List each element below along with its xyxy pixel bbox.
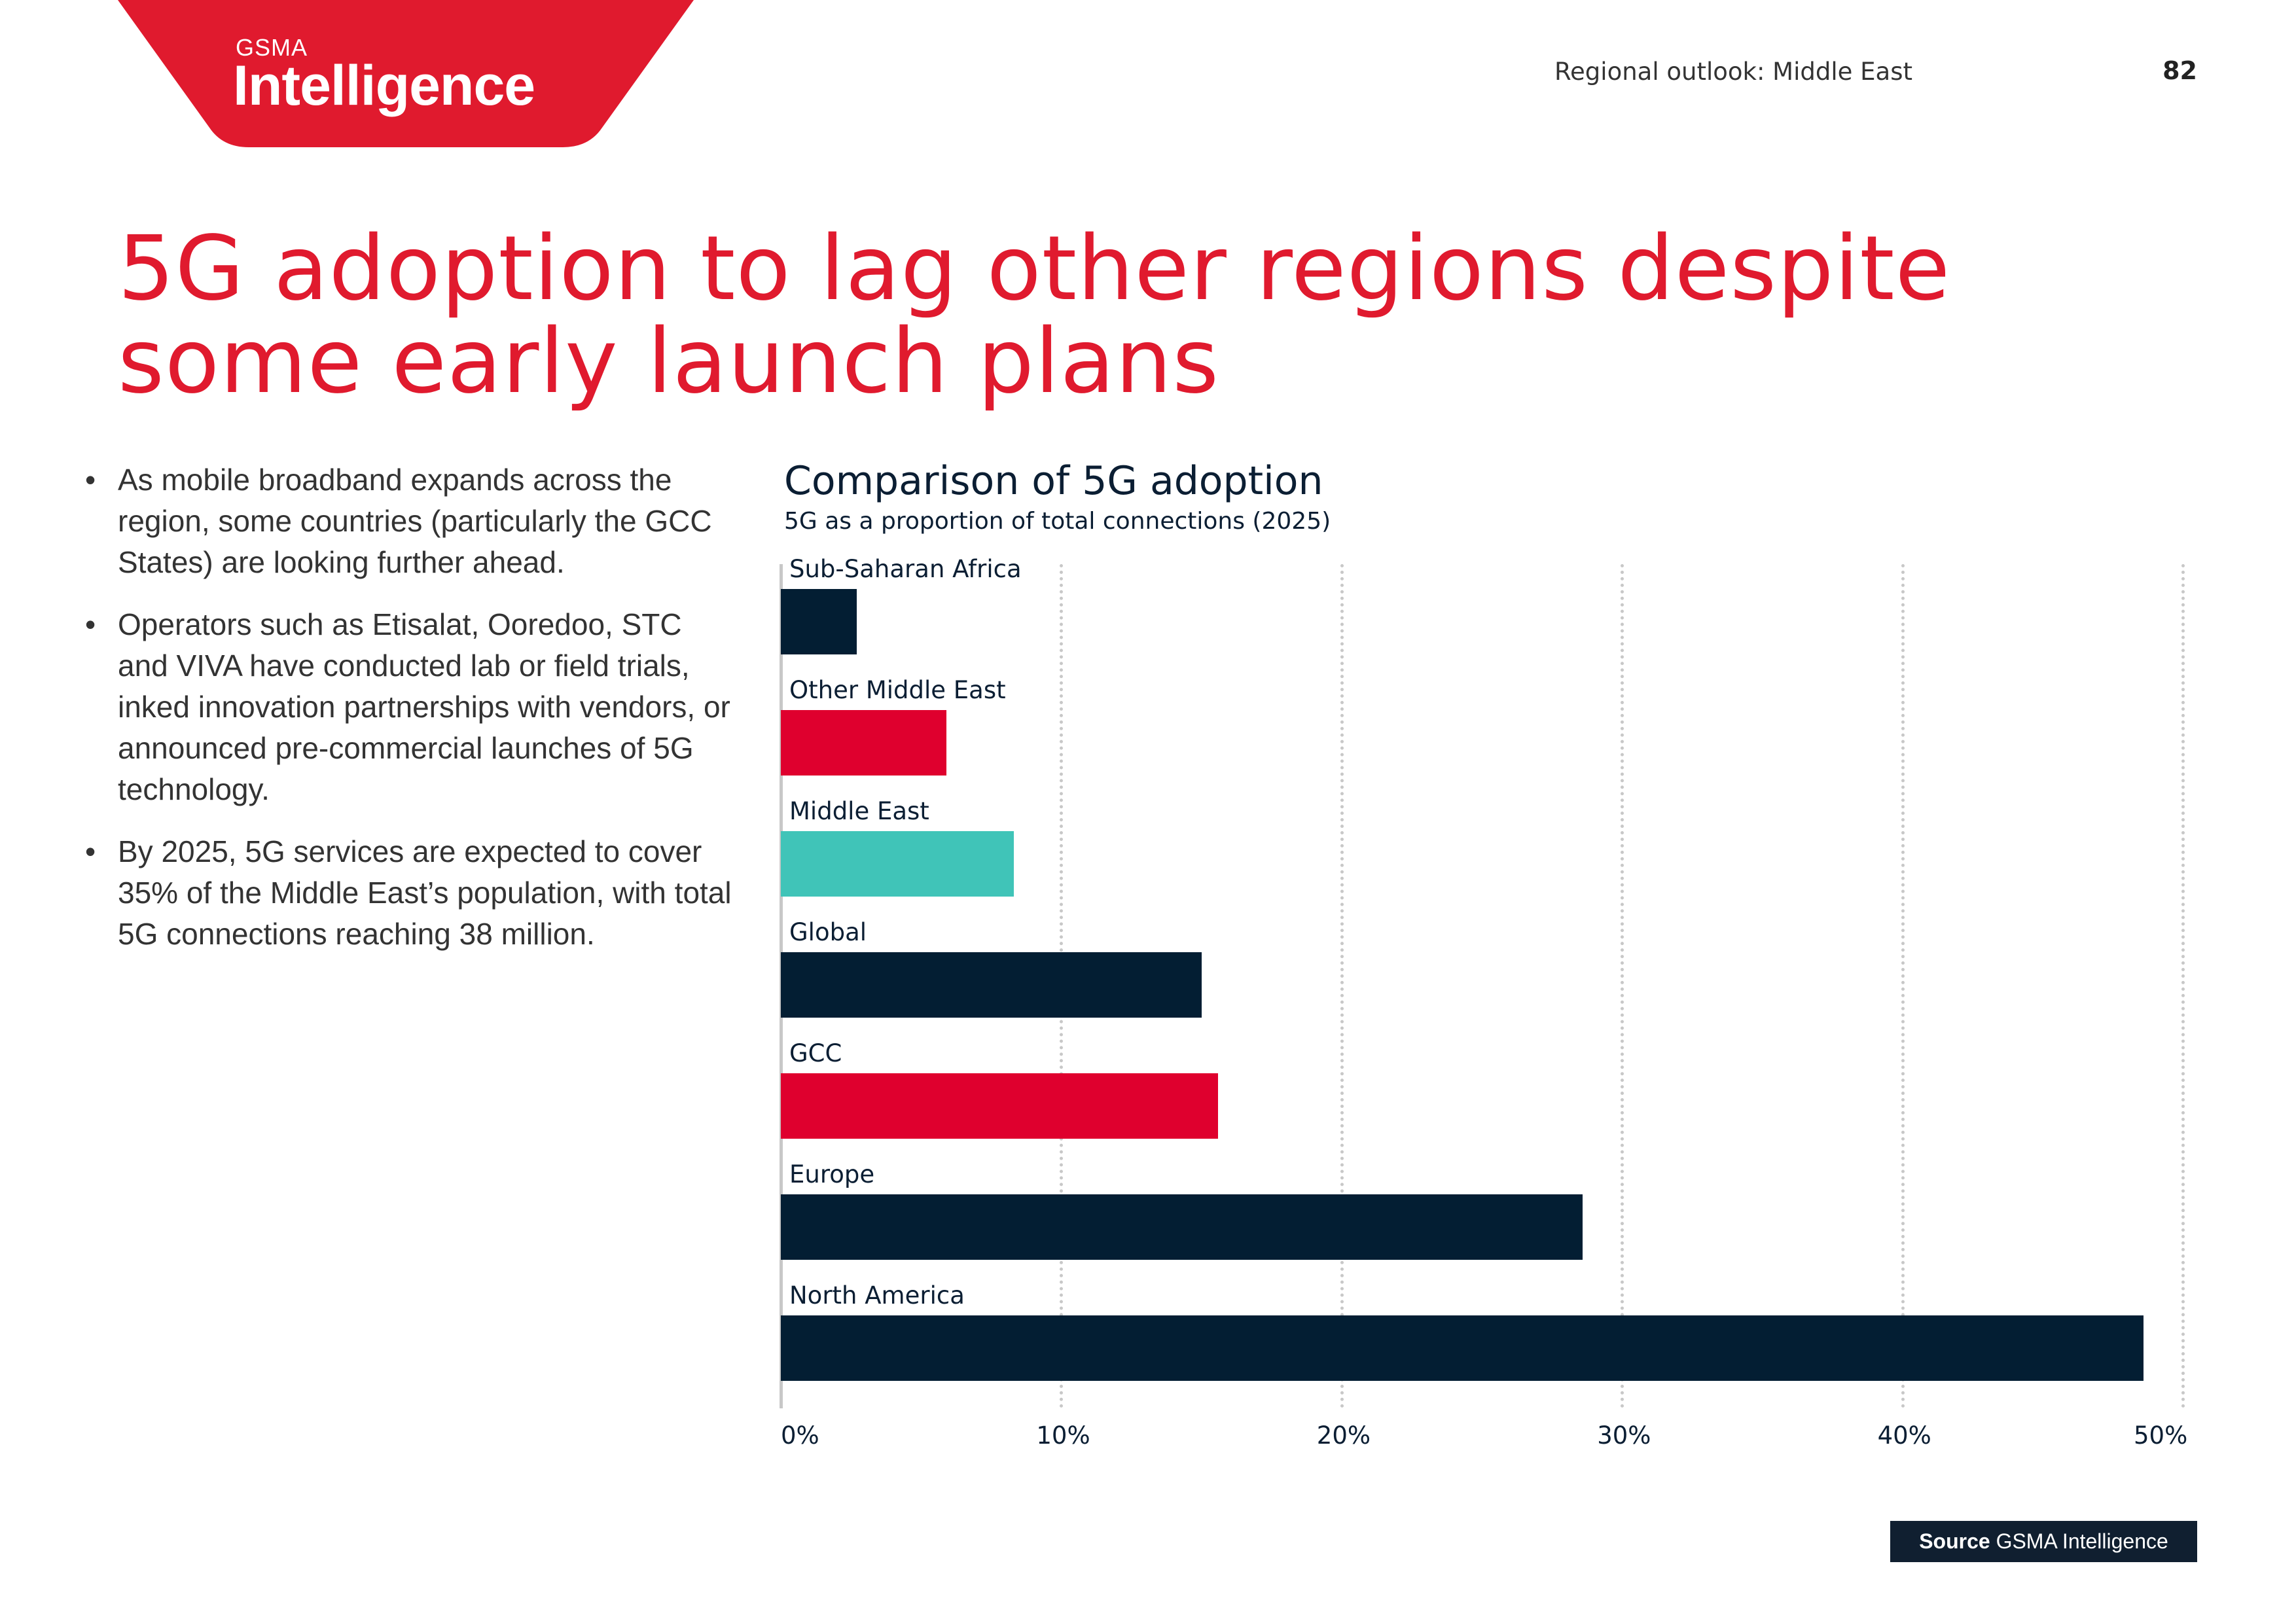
section-name: Regional outlook: Middle East xyxy=(1554,58,1912,86)
chart-title: Comparison of 5G adoption xyxy=(784,458,1323,504)
source-text: GSMA Intelligence xyxy=(1996,1529,2168,1553)
category-label: Middle East xyxy=(789,797,929,825)
page-title: 5G adoption to lag other regions despite… xyxy=(118,217,1951,414)
bullet-list: • As mobile broadband expands across the … xyxy=(85,459,740,976)
bar xyxy=(781,952,1202,1018)
x-tick-label: 50% xyxy=(2134,1421,2188,1450)
gridline xyxy=(1340,564,1344,1408)
logo-intelligence-text: Intelligence xyxy=(233,54,535,117)
bullet-text: By 2025, 5G services are expected to cov… xyxy=(118,834,732,951)
source-note: Source GSMA Intelligence xyxy=(1890,1521,2197,1562)
bar xyxy=(781,1073,1219,1139)
category-label: Global xyxy=(789,918,867,946)
x-tick-label: 10% xyxy=(1036,1421,1090,1450)
bar xyxy=(781,1194,1583,1260)
bullet-icon: • xyxy=(85,607,96,641)
category-label: Other Middle East xyxy=(789,676,1006,704)
category-label: North America xyxy=(789,1281,965,1310)
bar xyxy=(781,1315,2144,1381)
logo-background xyxy=(118,0,694,147)
chart-subtitle: 5G as a proportion of total connections … xyxy=(784,508,1331,535)
source-label: Source xyxy=(1919,1529,1990,1553)
gridline xyxy=(1621,564,1624,1408)
page-number: 82 xyxy=(2162,56,2197,85)
bullet-item: • As mobile broadband expands across the … xyxy=(85,459,740,583)
bar xyxy=(781,831,1014,897)
bar xyxy=(781,710,946,776)
bullet-icon: • xyxy=(85,834,96,868)
bullet-icon: • xyxy=(85,463,96,497)
bullet-text: Operators such as Etisalat, Ooredoo, STC… xyxy=(118,607,730,806)
logo-gsma-text: GSMA xyxy=(236,34,308,61)
x-tick-label: 40% xyxy=(1877,1421,1931,1450)
gsma-intelligence-logo: GSMA Intelligence xyxy=(118,0,694,147)
category-label: Sub-Saharan Africa xyxy=(789,555,1022,583)
category-label: GCC xyxy=(789,1039,842,1067)
gridline xyxy=(1901,564,1905,1408)
x-tick-label: 30% xyxy=(1597,1421,1651,1450)
x-tick-label: 20% xyxy=(1316,1421,1371,1450)
bullet-item: • Operators such as Etisalat, Ooredoo, ST… xyxy=(85,604,740,810)
bullet-text: As mobile broadband expands across the r… xyxy=(118,463,712,579)
bar xyxy=(781,589,857,654)
gridline xyxy=(2181,564,2185,1408)
x-tick-label: 0% xyxy=(781,1421,819,1450)
bullet-item: • By 2025, 5G services are expected to co… xyxy=(85,831,740,955)
category-label: Europe xyxy=(789,1160,875,1188)
